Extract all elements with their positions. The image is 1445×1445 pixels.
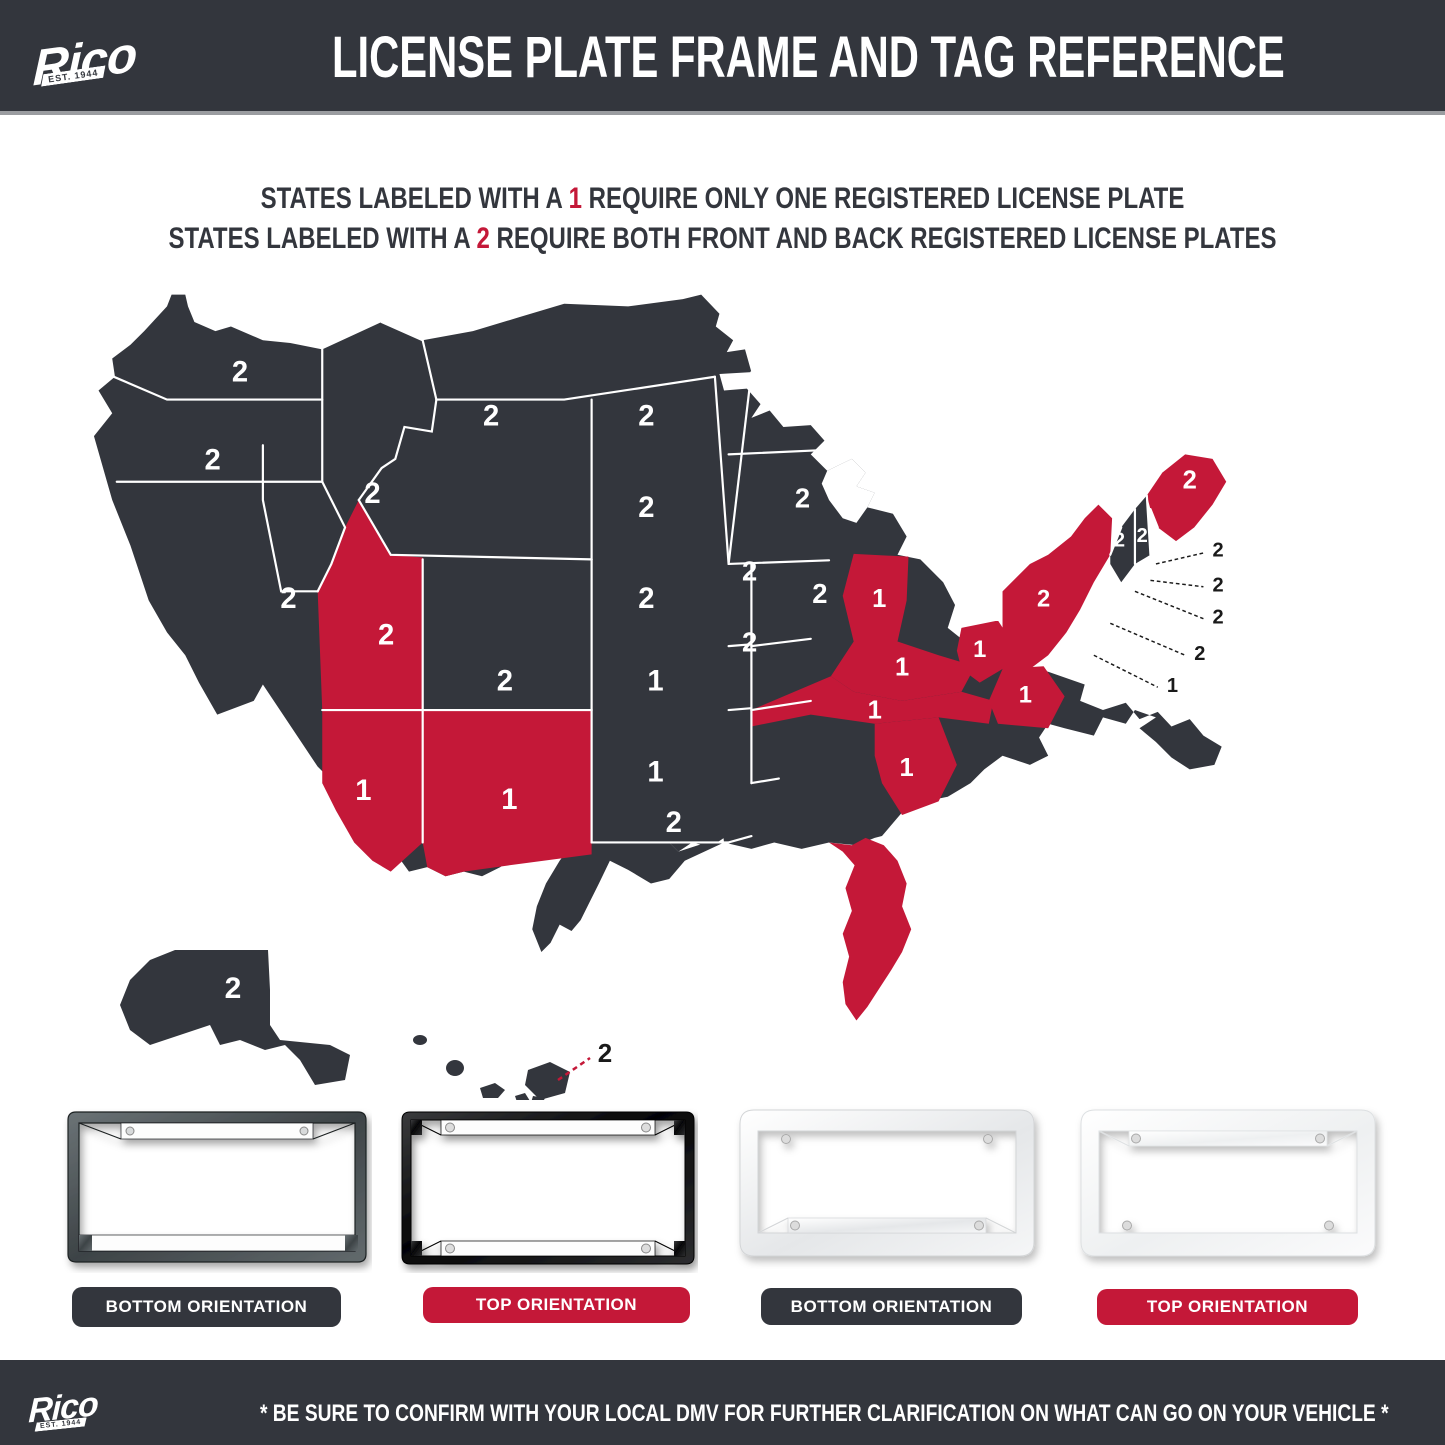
svg-text:2: 2: [205, 444, 221, 476]
svg-text:2: 2: [1114, 529, 1125, 551]
svg-text:1: 1: [355, 775, 371, 807]
svg-text:2: 2: [168, 652, 184, 684]
svg-text:1: 1: [900, 754, 914, 782]
svg-text:2: 2: [742, 627, 757, 658]
svg-text:1: 1: [1167, 675, 1178, 697]
svg-text:2: 2: [1037, 587, 1050, 613]
svg-text:1: 1: [945, 549, 959, 577]
svg-text:2: 2: [742, 555, 757, 586]
svg-text:2: 2: [1194, 643, 1205, 665]
svg-text:2: 2: [784, 401, 800, 433]
svg-text:2: 2: [1046, 512, 1060, 540]
svg-text:2: 2: [232, 357, 248, 389]
svg-text:2: 2: [364, 478, 380, 510]
svg-text:2: 2: [1213, 606, 1224, 628]
svg-text:2: 2: [812, 578, 827, 609]
svg-text:2: 2: [1137, 525, 1148, 547]
svg-text:2: 2: [638, 583, 654, 615]
svg-text:2: 2: [598, 1038, 612, 1068]
svg-text:2: 2: [225, 972, 242, 1005]
svg-text:2: 2: [638, 492, 654, 524]
svg-text:1: 1: [868, 697, 882, 725]
svg-text:2: 2: [497, 665, 513, 697]
svg-text:2: 2: [1213, 540, 1224, 562]
svg-text:2: 2: [666, 807, 682, 839]
svg-text:1: 1: [1019, 683, 1032, 709]
svg-text:2: 2: [1183, 467, 1197, 495]
svg-text:2: 2: [483, 401, 499, 433]
svg-text:2: 2: [638, 401, 654, 433]
svg-text:2: 2: [378, 620, 394, 652]
svg-text:1: 1: [647, 665, 663, 697]
svg-text:1: 1: [501, 784, 517, 816]
svg-text:2: 2: [280, 583, 296, 615]
svg-text:2: 2: [795, 482, 810, 513]
svg-text:1: 1: [647, 757, 663, 789]
svg-text:1: 1: [973, 637, 986, 663]
svg-text:1: 1: [895, 654, 909, 682]
svg-text:2: 2: [1213, 574, 1224, 596]
svg-text:1: 1: [872, 585, 886, 613]
svg-text:1: 1: [986, 599, 1000, 627]
